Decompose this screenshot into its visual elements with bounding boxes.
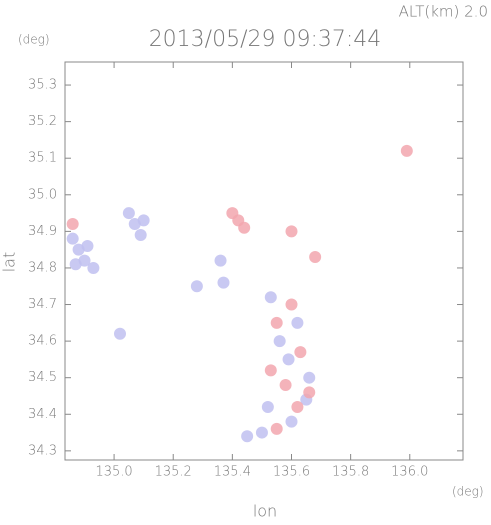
echo-point	[137, 214, 150, 227]
echo-point	[294, 346, 307, 359]
x-axis-label: lon	[253, 502, 277, 521]
x-tick-label: 136.0	[391, 465, 428, 480]
y-tick-label: 34.5	[28, 370, 57, 385]
y-tick-label: 34.9	[28, 224, 57, 239]
echo-point	[261, 400, 274, 413]
x-tick-label: 135.8	[332, 465, 369, 480]
echo-point	[303, 386, 316, 399]
plot-frame	[64, 61, 464, 461]
y-axis-label: lat	[0, 252, 19, 273]
echo-point	[270, 316, 283, 329]
y-unit: (deg)	[18, 33, 50, 47]
echo-point	[273, 335, 286, 348]
y-tick-label: 35.3	[28, 78, 57, 93]
y-tick-label: 34.6	[28, 334, 57, 349]
echo-point	[122, 207, 135, 220]
echo-point	[291, 316, 304, 329]
echo-point	[66, 218, 79, 231]
echo-point	[264, 364, 277, 377]
echo-point	[113, 327, 126, 340]
altitude-label: ALT(km) 2.0	[399, 3, 488, 21]
echo-point	[134, 229, 147, 242]
echo-point	[285, 225, 298, 238]
echo-point	[190, 280, 203, 293]
y-tick-label: 34.3	[28, 443, 57, 458]
echo-point	[214, 254, 227, 267]
y-tick-label: 34.7	[28, 297, 57, 312]
y-tick-label: 34.4	[28, 407, 57, 422]
echo-point	[285, 298, 298, 311]
x-unit: (deg)	[452, 485, 484, 499]
echo-point	[264, 291, 277, 304]
echo-point	[282, 353, 295, 366]
echo-point	[81, 240, 94, 253]
echo-point	[87, 261, 100, 274]
y-tick-label: 34.8	[28, 260, 57, 275]
echo-point	[270, 422, 283, 435]
y-tick-label: 35.1	[28, 151, 57, 166]
x-tick-label: 135.4	[214, 465, 251, 480]
echo-point	[255, 426, 268, 439]
x-tick-label: 135.6	[273, 465, 310, 480]
echo-point	[400, 144, 413, 157]
echo-point	[66, 232, 79, 245]
echo-point	[285, 415, 298, 428]
echo-point	[241, 430, 254, 443]
y-tick-label: 35.2	[28, 114, 57, 129]
echo-point	[217, 276, 230, 289]
echo-point	[303, 371, 316, 384]
echo-point	[238, 221, 251, 234]
echo-point	[291, 400, 304, 413]
x-tick-label: 135.0	[95, 465, 132, 480]
chart-title: 2013/05/29 09:37:44	[149, 27, 382, 52]
echo-point	[309, 250, 322, 263]
y-tick-label: 35.0	[28, 187, 57, 202]
echo-point	[279, 379, 292, 392]
echo-point	[69, 258, 82, 271]
x-tick-label: 135.2	[155, 465, 192, 480]
